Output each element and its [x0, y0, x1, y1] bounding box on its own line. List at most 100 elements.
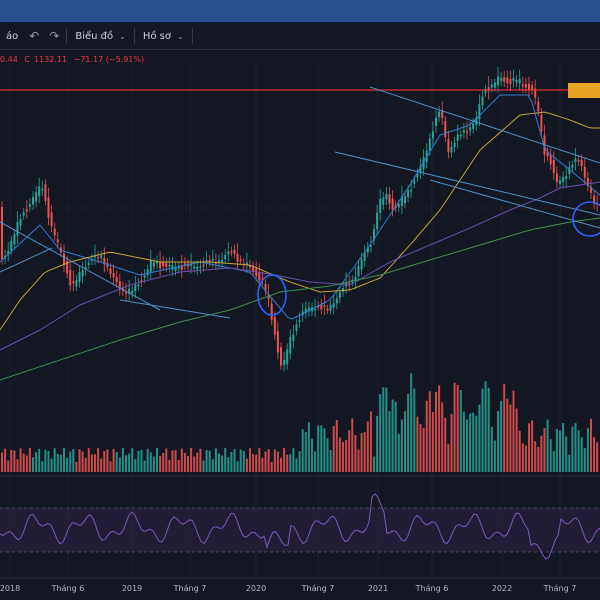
candle-body	[208, 260, 211, 262]
toolbar: áo ↶ ↷ Biểu đồ ⌄ Hồ sơ ⌄	[0, 23, 600, 50]
volume-bar	[438, 385, 441, 472]
candle-body	[317, 305, 320, 308]
trendline	[0, 247, 53, 273]
candle-body	[286, 349, 289, 365]
toolbar-alerts[interactable]: áo	[0, 23, 24, 49]
volume-bar	[152, 456, 155, 472]
candle-body	[323, 305, 326, 308]
volume-bar	[109, 461, 112, 472]
volume-bar	[97, 448, 100, 472]
volume-bar	[131, 448, 134, 472]
volume-bar	[295, 458, 298, 472]
candle-body	[118, 281, 121, 290]
volume-bar	[444, 417, 447, 472]
volume-bar	[255, 454, 258, 472]
volume-bar	[388, 411, 391, 472]
x-axis-tick-label: 2021	[368, 584, 388, 593]
candle-body	[431, 131, 434, 139]
candle-body	[515, 79, 518, 83]
candle-body	[413, 180, 416, 184]
volume-bar	[7, 460, 10, 472]
volume-bar	[487, 387, 490, 472]
candle-body	[444, 121, 447, 138]
volume-bar	[1, 452, 3, 472]
volume-bar	[103, 451, 106, 472]
volume-bar	[524, 445, 527, 472]
volume-bar	[490, 426, 493, 472]
candle-body	[304, 308, 307, 314]
volume-bar	[190, 448, 193, 472]
volume-bar	[363, 432, 366, 472]
x-axis-tick-label: Tháng 7	[543, 584, 577, 593]
volume-bar	[78, 449, 81, 472]
candle-body	[326, 308, 329, 311]
volume-bar	[242, 451, 245, 472]
volume-bar	[416, 416, 419, 472]
toolbar-chart[interactable]: Biểu đồ ⌄	[69, 23, 131, 49]
volume-bar	[90, 454, 93, 472]
redo-icon[interactable]: ↷	[49, 29, 60, 43]
candle-body	[78, 271, 81, 283]
candle-body	[447, 138, 450, 152]
candle-body	[7, 251, 10, 255]
candle-body	[506, 77, 509, 84]
volume-bar	[379, 394, 382, 472]
volume-bar	[19, 448, 22, 472]
candle-body	[376, 212, 379, 230]
volume-bar	[137, 450, 140, 472]
candle-body	[400, 196, 403, 207]
volume-bar	[549, 439, 552, 472]
candle-body	[115, 276, 118, 283]
volume-bar	[586, 428, 589, 472]
volume-bar	[286, 454, 289, 472]
volume-bar	[574, 423, 577, 472]
x-axis-tick-label: Tháng 6	[51, 584, 85, 593]
candle-body	[298, 320, 301, 322]
volume-bar	[25, 455, 28, 472]
volume-bar	[233, 448, 236, 472]
volume-bar	[571, 426, 574, 472]
volume-bar	[32, 457, 34, 472]
trendline	[334, 151, 600, 216]
volume-bar	[143, 460, 146, 472]
volume-bar	[385, 387, 388, 472]
volume-bar	[512, 390, 515, 472]
volume-bar	[162, 453, 165, 472]
volume-bar	[221, 455, 224, 472]
volume-bar	[428, 391, 431, 472]
volume-bar	[596, 442, 599, 472]
volume-bar	[261, 457, 264, 472]
candle-body	[196, 266, 199, 270]
candle-body	[267, 294, 270, 300]
volume-bar	[236, 461, 239, 472]
volume-bar	[583, 448, 586, 472]
candle-body	[590, 187, 592, 193]
volume-bar	[326, 438, 329, 472]
volume-bar	[307, 422, 310, 472]
volume-bar	[369, 411, 372, 472]
candle-body	[273, 316, 276, 335]
volume-bar	[125, 455, 127, 472]
candle-body	[354, 276, 357, 282]
candle-body	[224, 254, 227, 260]
candle-body	[580, 159, 583, 167]
candle-body	[261, 278, 264, 280]
volume-bar	[410, 373, 413, 472]
candle-body	[419, 165, 422, 173]
volume-bar	[580, 437, 583, 472]
candle-body	[239, 259, 242, 262]
volume-bar	[338, 437, 341, 472]
volume-bar	[351, 418, 354, 472]
toolbar-chart-label: Biểu đồ	[75, 30, 114, 42]
undo-icon[interactable]: ↶	[29, 29, 40, 43]
candle-body	[385, 194, 388, 200]
toolbar-profile[interactable]: Hồ sơ ⌄	[137, 23, 190, 49]
volume-bar	[214, 448, 217, 472]
volume-bar	[431, 412, 434, 472]
volume-bar	[568, 454, 571, 472]
volume-bar	[565, 436, 568, 472]
volume-bar	[320, 425, 323, 472]
x-axis-tick-label: 2018	[0, 584, 20, 593]
volume-bar	[475, 415, 478, 472]
